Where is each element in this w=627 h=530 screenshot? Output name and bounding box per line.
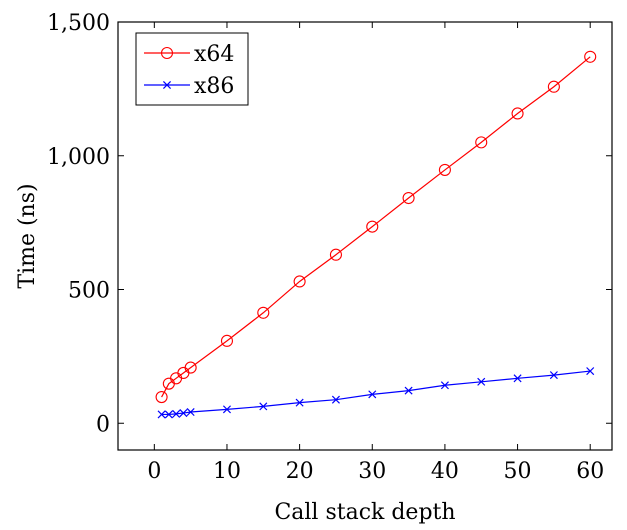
data-point-x64 <box>220 334 234 347</box>
x-tick-label: 30 <box>358 459 386 484</box>
x-axis-label: Call stack depth <box>274 500 455 525</box>
data-point-x86 <box>164 410 173 419</box>
data-point-x64 <box>475 136 488 149</box>
data-point-x86 <box>368 390 377 399</box>
y-tick-label: 1,500 <box>47 11 110 36</box>
data-point-x86 <box>440 381 449 390</box>
data-point-x86 <box>157 410 166 419</box>
data-point-x64 <box>547 80 560 93</box>
x-tick-label: 50 <box>504 459 532 484</box>
legend-marker <box>162 80 172 90</box>
x-tick-label: 60 <box>576 459 604 484</box>
data-point-x86 <box>179 409 188 418</box>
data-point-x64 <box>155 390 168 404</box>
data-point-x86 <box>404 386 413 395</box>
data-point-x86 <box>172 409 181 418</box>
y-tick-label: 500 <box>68 279 110 304</box>
legend-item-x64: x64 <box>144 42 234 67</box>
plot-area-frame <box>117 21 613 451</box>
series-line-x86 <box>161 370 591 416</box>
series-layer <box>155 50 597 419</box>
data-point-x64 <box>293 275 306 288</box>
data-point-x86 <box>549 371 558 380</box>
legend-item-x86: x86 <box>144 74 234 99</box>
y-axis-label: Time (ns) <box>15 183 40 288</box>
x-tick-label: 40 <box>431 459 459 484</box>
x-tick-label: 20 <box>286 459 314 484</box>
data-point-x86 <box>513 374 522 383</box>
tick-labels: 0 10 20 30 40 50 60 0 500 1,000 1,500 <box>47 11 604 484</box>
series-x64 <box>155 50 597 404</box>
data-point-x64 <box>402 191 415 205</box>
data-point-x64 <box>184 361 197 374</box>
data-point-x86 <box>186 407 195 417</box>
y-tick-label: 0 <box>96 412 110 437</box>
data-point-x64 <box>511 107 524 120</box>
data-point-x86 <box>586 367 595 376</box>
data-point-x86 <box>331 395 340 404</box>
data-point-x86 <box>259 402 268 411</box>
data-point-x64 <box>584 50 597 63</box>
data-point-x64 <box>257 306 270 319</box>
legend-label: x64 <box>194 42 234 67</box>
legend-box <box>135 32 249 106</box>
y-tick-label: 1,000 <box>47 145 110 170</box>
series-x86 <box>157 367 595 419</box>
legend-label: x86 <box>194 74 234 99</box>
data-point-x64 <box>438 163 451 176</box>
data-point-x64 <box>329 248 342 261</box>
legend-marker <box>160 46 174 60</box>
data-point-x86 <box>295 398 304 407</box>
data-point-x86 <box>222 405 231 414</box>
x-tick-label: 0 <box>147 459 161 484</box>
series-line-x64 <box>161 56 591 398</box>
data-point-x86 <box>477 377 486 386</box>
data-point-x64 <box>366 220 379 233</box>
x-tick-label: 10 <box>213 459 241 484</box>
